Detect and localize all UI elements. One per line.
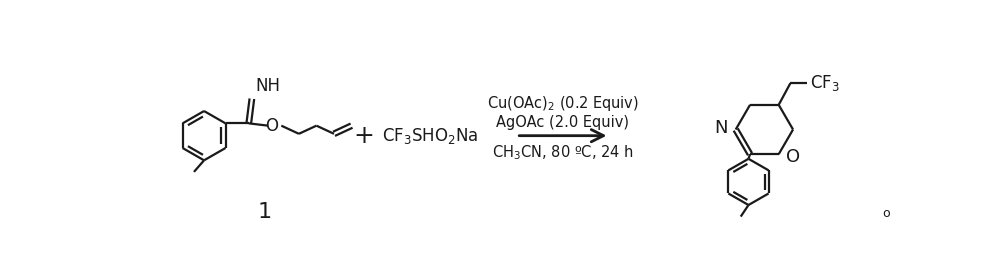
Text: CF$_3$SHO$_2$Na: CF$_3$SHO$_2$Na: [382, 126, 479, 146]
Text: +: +: [353, 124, 374, 148]
Text: O: O: [786, 148, 801, 165]
Text: CH$_3$CN, 80 ºC, 24 h: CH$_3$CN, 80 ºC, 24 h: [492, 143, 634, 162]
Text: 1: 1: [257, 202, 272, 222]
Text: Cu(OAc)$_2$ (0.2 Equiv): Cu(OAc)$_2$ (0.2 Equiv): [487, 94, 639, 112]
Text: N: N: [714, 119, 728, 137]
Text: CF$_3$: CF$_3$: [810, 72, 840, 93]
Text: O: O: [266, 117, 279, 135]
Text: o: o: [882, 207, 890, 220]
Text: AgOAc (2.0 Equiv): AgOAc (2.0 Equiv): [496, 115, 629, 130]
Text: NH: NH: [255, 77, 280, 95]
